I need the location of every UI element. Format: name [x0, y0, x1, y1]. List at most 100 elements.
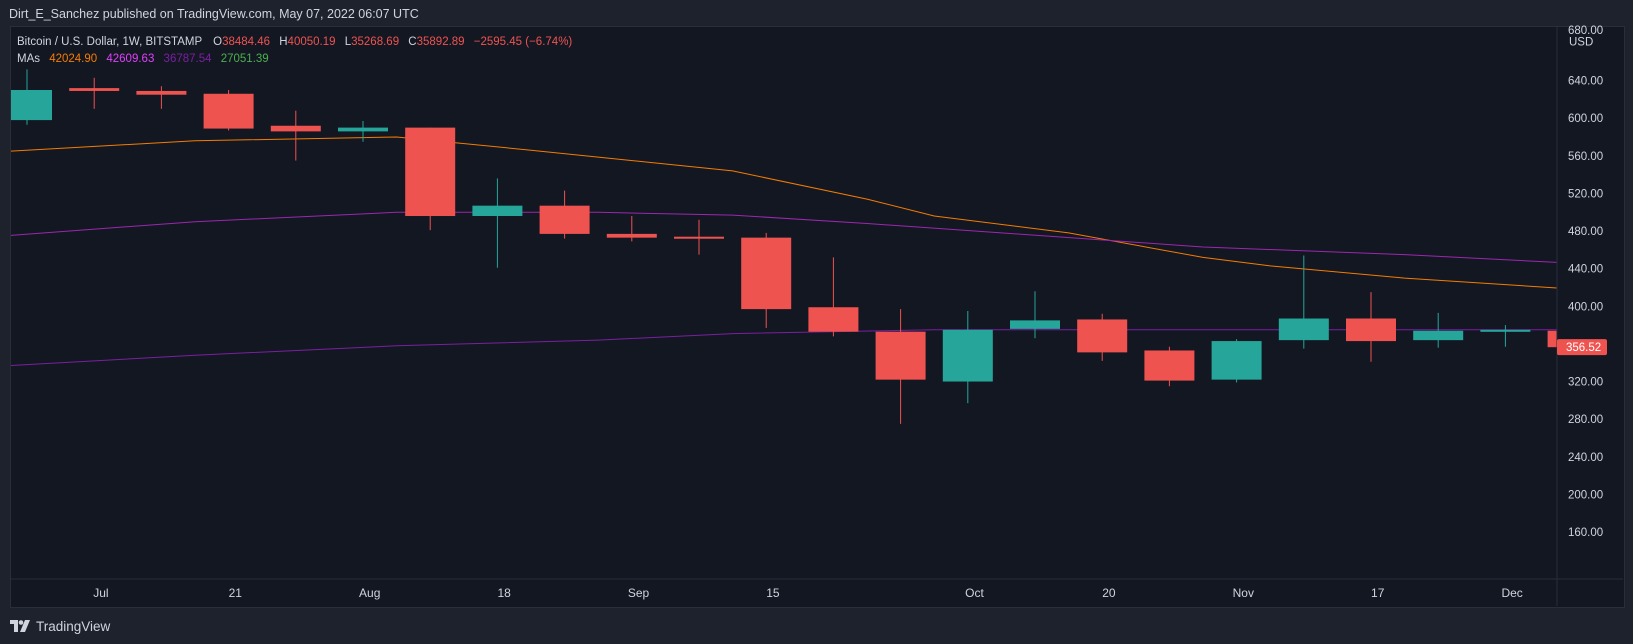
candle-body	[338, 127, 388, 132]
close-label: C	[408, 36, 417, 48]
change-value: −2595.45 (−6.74%)	[473, 36, 573, 48]
candle-body	[1010, 320, 1060, 329]
time-axis[interactable]: Jul 21 Aug 18 Sep 15 Oct 20 Nov 17 Dec	[93, 586, 1523, 600]
time-tick-label: Dec	[1501, 586, 1522, 600]
candle[interactable]	[942, 310, 993, 404]
time-tick-label: 20	[1102, 586, 1116, 600]
tradingview-logo-icon	[10, 620, 30, 632]
candle-body	[539, 205, 590, 234]
high-value: 40050.19	[287, 36, 336, 48]
candle-body	[203, 93, 254, 129]
candle[interactable]	[136, 86, 187, 109]
candle[interactable]	[338, 121, 388, 142]
candle-body	[1077, 319, 1128, 353]
symbol-name: Bitcoin / U.S. Dollar, 1W, BITSTAMP	[17, 36, 202, 48]
candle[interactable]	[270, 110, 321, 161]
time-tick-label: Aug	[359, 586, 380, 600]
currency-label[interactable]: USD	[1569, 37, 1593, 49]
price-tick-label: 200.00	[1568, 489, 1603, 501]
candle[interactable]	[2, 69, 52, 125]
ma-line-2	[11, 211, 1557, 263]
ma3-value: 36787.54	[163, 53, 212, 65]
price-tick-label: 440.00	[1568, 264, 1603, 276]
ma4-value: 27051.39	[220, 53, 269, 65]
candle[interactable]	[1480, 325, 1531, 347]
candle[interactable]	[875, 309, 926, 424]
ma-line-1	[11, 136, 1557, 289]
candle-body	[942, 329, 993, 382]
candle[interactable]	[405, 127, 456, 231]
candle[interactable]	[472, 178, 523, 268]
candle[interactable]	[674, 219, 724, 255]
close-value: 35892.89	[416, 36, 465, 48]
price-tick-label: 240.00	[1568, 452, 1603, 464]
candle-body	[270, 125, 321, 132]
time-tick-label: 18	[497, 586, 511, 600]
brand-name: TradingView	[36, 618, 111, 634]
candle-body	[808, 307, 859, 332]
symbol-row: Bitcoin / U.S. Dollar, 1W, BITSTAMP O384…	[17, 34, 572, 51]
ma1-value: 42024.90	[49, 53, 98, 65]
mas-row: MAs 42024.90 42609.63 36787.54 27051.39	[17, 51, 572, 68]
candle-body	[1211, 341, 1262, 380]
price-tick-label: 600.00	[1568, 113, 1603, 125]
candle[interactable]	[1278, 255, 1329, 349]
footer-brand[interactable]: TradingView	[10, 616, 110, 636]
candle-body	[1547, 330, 1557, 348]
candles	[2, 69, 1598, 424]
candle[interactable]	[1413, 312, 1464, 348]
price-tick-label: 320.00	[1568, 377, 1603, 389]
last-price-tag	[1557, 339, 1607, 356]
mas-label: MAs	[17, 53, 40, 65]
candle[interactable]	[1144, 346, 1195, 387]
candle[interactable]	[1010, 291, 1060, 339]
candle-body	[69, 88, 120, 91]
candle[interactable]	[1077, 313, 1128, 361]
price-tick-label: 400.00	[1568, 301, 1603, 313]
candle-body	[136, 90, 187, 95]
legend: Bitcoin / U.S. Dollar, 1W, BITSTAMP O384…	[17, 34, 572, 68]
price-tick-label: 160.00	[1568, 527, 1603, 539]
candle-body	[606, 233, 657, 238]
price-tick-label: 640.00	[1568, 76, 1603, 88]
candle[interactable]	[539, 190, 590, 239]
price-tick-label: 480.00	[1568, 226, 1603, 238]
price-axis[interactable]: 640.00 600.00 560.00 520.00 480.00 440.00 400.…	[11, 25, 1623, 606]
candle-body	[472, 205, 523, 217]
candle-body	[875, 331, 926, 380]
low-value: 35268.69	[351, 36, 400, 48]
candle-body	[1480, 329, 1531, 332]
candle-body	[1144, 350, 1195, 381]
candle[interactable]	[741, 232, 792, 328]
candle-body	[405, 127, 456, 217]
low-label: L	[344, 36, 352, 48]
time-tick-label: 17	[1371, 586, 1385, 600]
candle[interactable]	[1211, 339, 1262, 383]
open-value: 38484.46	[222, 36, 271, 48]
candle[interactable]	[606, 216, 657, 242]
candle[interactable]	[1547, 327, 1598, 349]
candle-body	[1413, 330, 1464, 341]
candle-body	[1278, 318, 1329, 341]
publisher-line: Dirt_E_Sanchez published on TradingView.…	[9, 7, 419, 21]
candle[interactable]	[69, 77, 120, 109]
time-tick-label: Sep	[628, 586, 650, 600]
time-tick-label: Oct	[965, 586, 984, 600]
price-tick-label: 560.00	[1568, 151, 1603, 163]
ma2-value: 42609.63	[106, 53, 155, 65]
ma-line-3	[11, 329, 1557, 367]
price-tick-label: 520.00	[1568, 188, 1603, 200]
candle[interactable]	[203, 90, 254, 131]
time-tick-label: Nov	[1233, 586, 1254, 600]
candle[interactable]	[1346, 292, 1396, 362]
candle[interactable]	[808, 257, 859, 337]
currency-box	[1565, 34, 1595, 49]
time-tick-label: Jul	[93, 586, 108, 600]
candle-body	[1346, 318, 1396, 342]
time-tick-label: 15	[766, 586, 780, 600]
candle-body	[11, 90, 52, 121]
candle-body	[741, 237, 792, 310]
time-tick-label: 21	[229, 586, 243, 600]
price-tick-label: 280.00	[1568, 414, 1603, 426]
